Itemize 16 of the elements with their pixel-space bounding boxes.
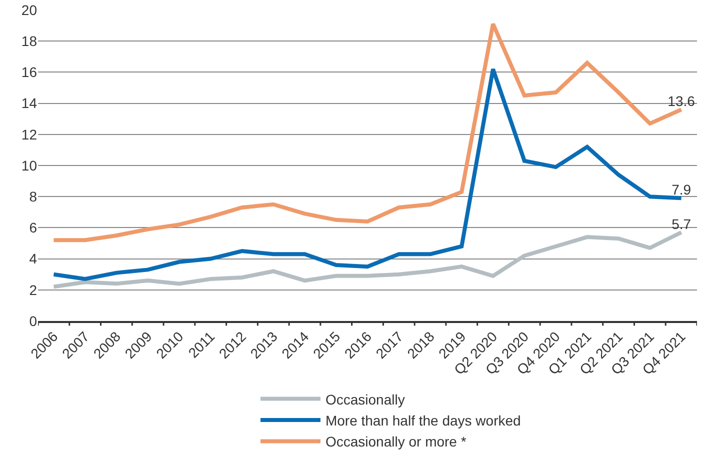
y-tick-label: 14	[21, 95, 38, 112]
y-tick-label: 16	[21, 64, 38, 80]
y-tick-label: 18	[21, 33, 38, 49]
y-tick-label: 8	[29, 188, 38, 204]
y-tick-label: 0	[29, 312, 38, 329]
y-tick-label: 6	[29, 220, 38, 236]
y-tick-label: 2	[29, 282, 38, 298]
y-tick-label: 20	[21, 2, 38, 18]
legend-label: More than half the days worked	[325, 412, 521, 428]
legend-label: Occasionally	[325, 391, 405, 408]
data-label: 7.9	[672, 182, 692, 198]
line-series	[52, 230, 684, 289]
y-tick-label: 4	[29, 250, 38, 267]
y-tick-label: 12	[21, 126, 38, 142]
legend-label: Occasionally or more *	[325, 434, 467, 450]
y-tick-label: 10	[21, 157, 38, 174]
